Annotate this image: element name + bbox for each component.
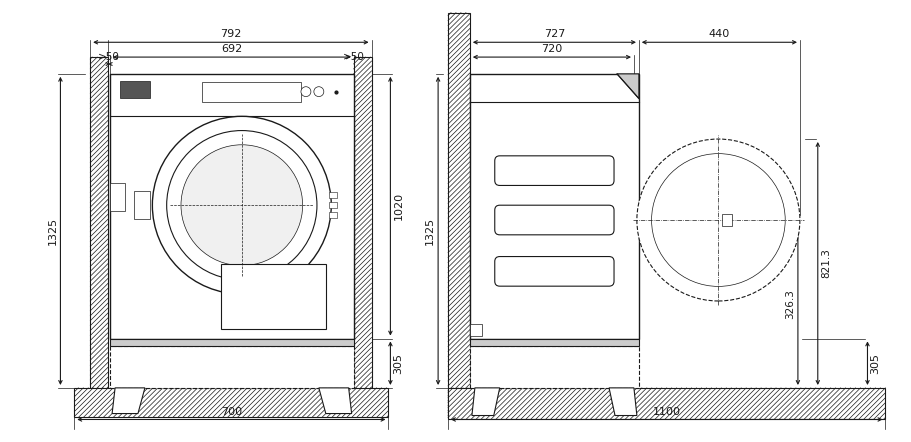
Circle shape xyxy=(650,154,784,286)
Bar xyxy=(110,183,125,211)
Polygon shape xyxy=(609,388,636,415)
Bar xyxy=(469,324,481,335)
Bar xyxy=(722,214,732,226)
Circle shape xyxy=(313,87,323,97)
Bar xyxy=(329,212,337,218)
Text: 1325: 1325 xyxy=(425,217,435,245)
Polygon shape xyxy=(471,388,499,415)
Text: 1020: 1020 xyxy=(485,192,495,220)
Text: 692: 692 xyxy=(221,44,242,54)
Circle shape xyxy=(636,139,799,301)
Circle shape xyxy=(167,130,317,280)
Bar xyxy=(329,202,337,208)
Bar xyxy=(110,347,353,388)
Polygon shape xyxy=(112,388,145,414)
Bar xyxy=(134,191,150,219)
Bar xyxy=(75,388,388,418)
Text: 792: 792 xyxy=(220,29,241,39)
Text: UM: UM xyxy=(220,360,242,374)
Text: 727: 727 xyxy=(543,29,565,39)
Bar xyxy=(201,82,301,102)
Text: 1020: 1020 xyxy=(393,192,403,220)
Text: UM: UM xyxy=(543,360,565,374)
Text: 720: 720 xyxy=(541,44,562,54)
FancyBboxPatch shape xyxy=(495,156,613,186)
FancyBboxPatch shape xyxy=(495,256,613,286)
Text: >50: >50 xyxy=(343,52,364,62)
Bar xyxy=(447,388,885,419)
Bar xyxy=(120,81,149,98)
FancyBboxPatch shape xyxy=(495,205,613,235)
Polygon shape xyxy=(617,74,639,99)
Circle shape xyxy=(180,145,302,266)
Bar xyxy=(469,339,639,347)
Text: 440: 440 xyxy=(708,29,729,39)
Circle shape xyxy=(301,87,311,97)
Text: 305: 305 xyxy=(393,353,403,373)
Bar xyxy=(353,57,371,412)
Circle shape xyxy=(152,116,331,294)
Text: 305: 305 xyxy=(485,353,495,373)
Bar xyxy=(447,13,469,418)
Text: 326.3: 326.3 xyxy=(784,289,794,319)
Bar xyxy=(469,347,639,388)
Bar xyxy=(469,74,639,339)
Bar xyxy=(110,74,353,339)
Text: >50: >50 xyxy=(98,52,120,62)
Polygon shape xyxy=(319,388,352,414)
Bar xyxy=(329,192,337,198)
Bar xyxy=(221,264,325,329)
Text: 690: 690 xyxy=(543,206,564,216)
Text: 821.3: 821.3 xyxy=(820,248,830,278)
Text: 1100: 1100 xyxy=(652,407,680,416)
Bar xyxy=(110,339,353,347)
Text: 1325: 1325 xyxy=(47,217,57,245)
Bar xyxy=(90,57,108,412)
Text: 305: 305 xyxy=(869,353,879,373)
Text: 700: 700 xyxy=(220,407,241,416)
